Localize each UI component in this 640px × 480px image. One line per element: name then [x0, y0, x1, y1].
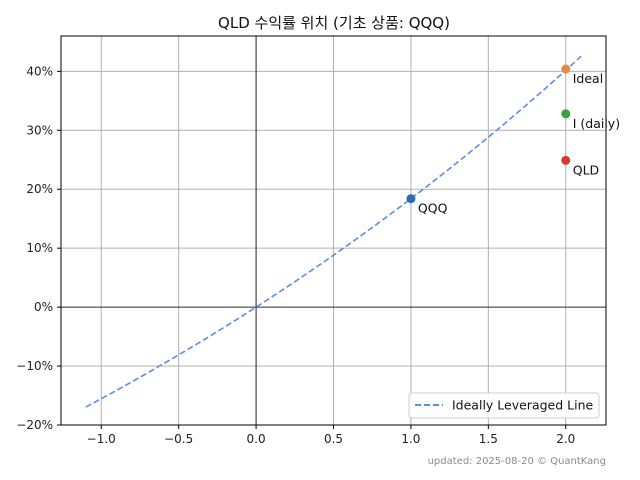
data-point	[561, 64, 571, 74]
x-tick-label: −0.5	[164, 432, 193, 446]
y-tick-label: 40%	[26, 64, 53, 78]
y-tick-label: 10%	[26, 241, 53, 255]
legend-entry-label: Ideally Leveraged Line	[452, 398, 594, 413]
series-layer	[85, 55, 582, 408]
x-tick-label: 0.5	[324, 432, 343, 446]
x-tick-label: 2.0	[556, 432, 575, 446]
plot-frame	[60, 35, 607, 426]
data-point-label: QLD	[573, 162, 599, 177]
x-tick-label: 1.5	[479, 432, 498, 446]
data-point	[561, 109, 571, 119]
y-tick-label: 0%	[34, 300, 53, 314]
x-tick-label: 1.0	[401, 432, 420, 446]
chart-title: QLD 수익률 위치 (기초 상품: QQQ)	[218, 14, 450, 32]
y-tick-label: 20%	[26, 182, 53, 196]
x-tick-label: −1.0	[87, 432, 116, 446]
points-layer: Ideal I (daily) QLD QQQ	[406, 64, 620, 216]
data-point-label: I (daily)	[573, 116, 620, 131]
data-point	[406, 194, 416, 204]
ideally-leveraged-line	[85, 55, 582, 408]
grid	[61, 36, 606, 426]
legend-box	[408, 392, 600, 419]
data-point-label: QQQ	[418, 201, 448, 216]
y-tick-label: −10%	[16, 359, 53, 373]
footer-updated: updated: 2025-08-20 © QuantKang	[428, 456, 606, 467]
x-tick-label: 0.0	[247, 432, 266, 446]
data-point-label: Ideal	[573, 71, 603, 86]
y-tick-label: −20%	[16, 418, 53, 432]
zero-axes	[61, 36, 606, 425]
data-point	[561, 155, 571, 165]
y-tick-label: 30%	[26, 123, 53, 137]
ticks-layer: −1.0 −0.5 0.0 0.5 1.0 1.5 2.0 −20% −10% 0% 10% 20% 3…	[16, 64, 575, 446]
legend: Ideally Leveraged Line	[408, 392, 600, 419]
